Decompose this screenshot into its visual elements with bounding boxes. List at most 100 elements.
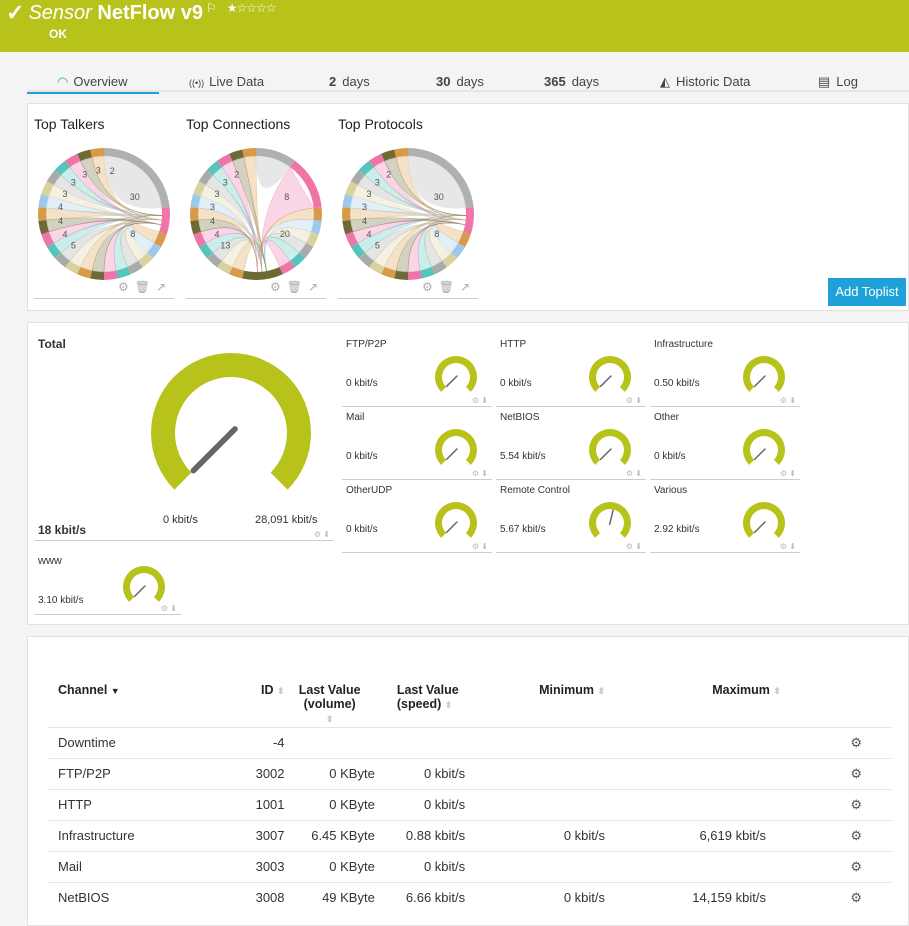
table-row[interactable]: HTTP 1001 0 KByte 0 kbit/s ⚙ <box>48 788 892 820</box>
chord-segment[interactable] <box>394 270 408 280</box>
chord-segment[interactable] <box>279 260 295 275</box>
settings-icon[interactable]: ⚙ <box>805 788 892 820</box>
chord-segment[interactable] <box>193 231 206 247</box>
settings-icon[interactable]: ⚙ <box>118 280 135 294</box>
chord-segment[interactable] <box>104 148 170 208</box>
gauge-tile[interactable]: Infrastructure 0.50 kbit/s ⚙ ⬇ <box>650 335 800 407</box>
settings-icon[interactable]: ⚙ <box>805 850 892 882</box>
settings-icon[interactable]: ⚙ <box>422 280 439 294</box>
gauge-tools[interactable]: ⚙ ⬇ <box>471 396 488 405</box>
tab-30-days[interactable]: 30 days <box>436 74 484 89</box>
external-link-icon[interactable]: ↗ <box>156 280 173 294</box>
chord-segment[interactable] <box>206 252 222 268</box>
chord-segment[interactable] <box>193 181 206 197</box>
settings-icon[interactable]: ⚙ <box>805 726 892 758</box>
chord-segment[interactable] <box>198 243 213 259</box>
chord-segment[interactable] <box>217 260 233 275</box>
chord-segment[interactable] <box>345 181 358 197</box>
gauge-tile[interactable]: Various 2.92 kbit/s ⚙ ⬇ <box>650 481 800 553</box>
table-row[interactable]: Mail 3003 0 KByte 0 kbit/s ⚙ <box>48 850 892 882</box>
table-row[interactable]: Infrastructure 3007 6.45 KByte 0.88 kbit/s 0… <box>48 819 892 851</box>
settings-icon[interactable]: ⚙ <box>805 757 892 789</box>
gauge-tools[interactable]: ⚙ ⬇ <box>779 542 796 551</box>
priority-stars[interactable]: ★☆☆☆☆ <box>226 1 277 15</box>
external-link-icon[interactable]: ↗ <box>460 280 477 294</box>
chord-segment[interactable] <box>290 252 306 268</box>
gauge-tools[interactable]: ⚙ ⬇ <box>625 469 642 478</box>
tab-2-days[interactable]: 2 days <box>329 74 370 89</box>
chord-segment[interactable] <box>77 266 92 279</box>
chord-segment[interactable] <box>138 252 154 268</box>
tab-overview[interactable]: ◠ Overview <box>27 74 159 94</box>
table-row[interactable]: FTP/P2P 3002 0 KByte 0 kbit/s ⚙ <box>48 757 892 789</box>
chord-segment[interactable] <box>350 243 365 259</box>
chord-segment[interactable] <box>342 220 353 235</box>
settings-icon[interactable]: ⚙ <box>805 819 892 851</box>
gauge-tile[interactable]: Mail 0 kbit/s ⚙ ⬇ <box>342 408 492 480</box>
chord-segment[interactable] <box>299 243 314 259</box>
chord-segment[interactable] <box>242 148 256 158</box>
chord-segment[interactable] <box>77 149 92 162</box>
chord-segment[interactable] <box>41 231 54 247</box>
chord-segment[interactable] <box>154 231 167 247</box>
chord-segment[interactable] <box>369 153 385 168</box>
chord-segment[interactable] <box>442 252 458 268</box>
gauge-tile[interactable]: OtherUDP 0 kbit/s ⚙ ⬇ <box>342 481 492 553</box>
trash-icon[interactable]: 🗑 <box>438 280 460 294</box>
chord-segment[interactable] <box>38 220 49 235</box>
chord-segment[interactable] <box>38 193 49 208</box>
chord-segment[interactable] <box>313 207 322 221</box>
gauge-tile[interactable]: www 3.10 kbit/s ⚙ ⬇ <box>34 553 181 615</box>
chord-segment[interactable] <box>217 153 233 168</box>
settings-icon[interactable]: ⚙ <box>805 881 892 913</box>
gauge-tile[interactable]: Other 0 kbit/s ⚙ ⬇ <box>650 408 800 480</box>
chord-segment[interactable] <box>342 193 353 208</box>
gauge-tile[interactable]: Remote Control 5.67 kbit/s ⚙ ⬇ <box>496 481 646 553</box>
external-link-icon[interactable]: ↗ <box>308 280 325 294</box>
chord-segment[interactable] <box>458 231 471 247</box>
gauge-tools[interactable]: ⚙ ⬇ <box>471 469 488 478</box>
chord-segment[interactable] <box>451 243 466 259</box>
chord-segment[interactable] <box>90 270 104 280</box>
gauge-tools[interactable]: ⚙ ⬇ <box>160 604 177 613</box>
chord-segment[interactable] <box>350 169 365 185</box>
tab-historic-data[interactable]: ◭ Historic Data <box>660 74 750 90</box>
gauge-tools[interactable]: ⚙ ⬇ <box>625 542 642 551</box>
chord-segment[interactable] <box>369 260 385 275</box>
chord-segment[interactable] <box>358 160 374 176</box>
tab-live-data[interactable]: ((•)) Live Data <box>189 74 264 89</box>
chord-segment[interactable] <box>65 153 81 168</box>
chord-segment[interactable] <box>381 266 396 279</box>
col-last-volume[interactable]: Last Value (volume) ⬍ <box>285 677 375 727</box>
chord-segment[interactable] <box>90 148 104 158</box>
chord-segment[interactable] <box>198 169 213 185</box>
chord-segment[interactable] <box>127 260 143 275</box>
col-id[interactable]: ID ⬍ <box>231 677 285 727</box>
chord-segment[interactable] <box>54 252 70 268</box>
chord-segment[interactable] <box>104 270 118 280</box>
chord-segment[interactable] <box>46 243 61 259</box>
col-maximum[interactable]: Maximum ⬍ <box>635 677 806 727</box>
chord-segment[interactable] <box>306 231 319 247</box>
table-row[interactable]: Downtime -4 ⚙ <box>48 726 892 758</box>
gauge-tools[interactable]: ⚙ ⬇ <box>313 530 330 539</box>
chord-segment[interactable] <box>46 169 61 185</box>
col-channel[interactable]: Channel ▼ <box>48 677 231 727</box>
chord-segment[interactable] <box>311 220 322 235</box>
chord-segment[interactable] <box>65 260 81 275</box>
chord-segment[interactable] <box>345 231 358 247</box>
chord-segment[interactable] <box>290 160 322 208</box>
chord-segment[interactable] <box>242 266 283 280</box>
settings-icon[interactable]: ⚙ <box>270 280 287 294</box>
chord-segment[interactable] <box>159 207 170 235</box>
gauge-tools[interactable]: ⚙ ⬇ <box>779 469 796 478</box>
chord-segment[interactable] <box>408 270 422 280</box>
chord-segment[interactable] <box>358 252 374 268</box>
chord-segment[interactable] <box>206 160 222 176</box>
chord-segment[interactable] <box>394 148 408 158</box>
chord-segment[interactable] <box>431 260 447 275</box>
chord-segment[interactable] <box>54 160 70 176</box>
